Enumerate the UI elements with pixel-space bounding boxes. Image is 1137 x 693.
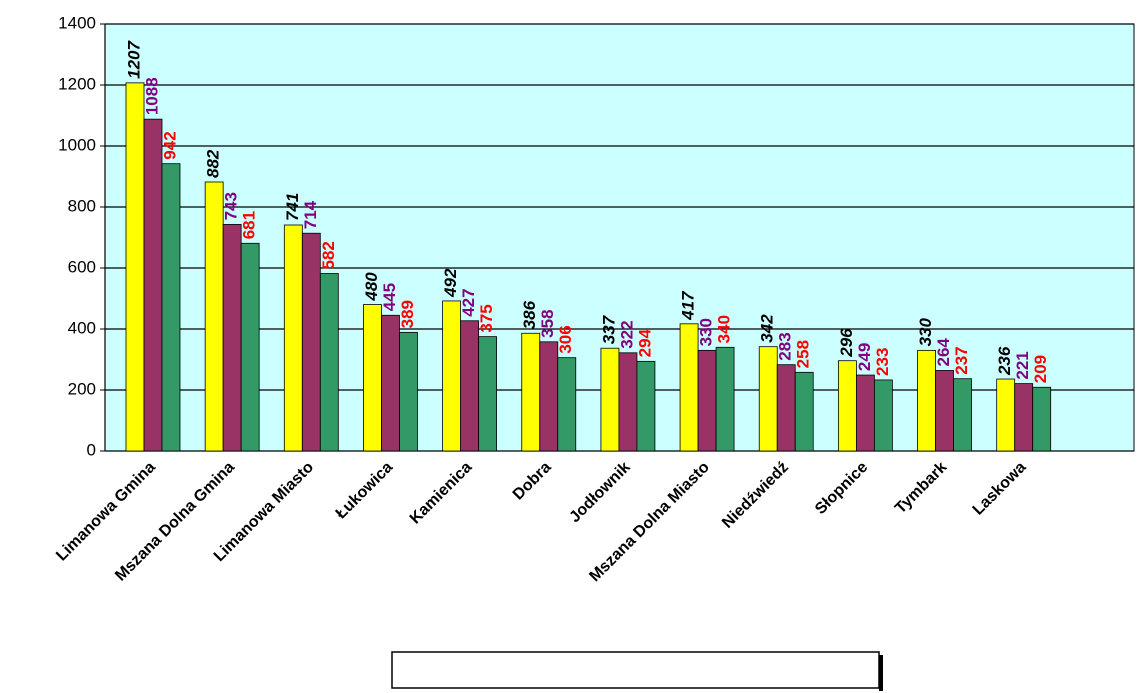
value-label: 741	[283, 193, 302, 221]
bar	[618, 352, 638, 452]
bar	[478, 336, 498, 452]
value-label: 1088	[142, 77, 161, 115]
value-label: 427	[459, 288, 478, 316]
y-tick-label: 0	[87, 440, 96, 459]
bar	[319, 273, 339, 452]
x-tick-label: Tymbark	[892, 459, 950, 517]
bar	[953, 378, 972, 452]
bar	[240, 242, 260, 452]
x-tick-label: Niedźwiedź	[719, 459, 792, 532]
value-label: 221	[1013, 351, 1032, 379]
value-label: 714	[301, 200, 320, 229]
bar	[161, 163, 181, 452]
bar	[557, 357, 577, 452]
bar	[636, 360, 656, 452]
y-tick-label: 1400	[58, 13, 96, 32]
bar	[935, 370, 954, 452]
x-tick-label: Słopnice	[812, 459, 871, 518]
value-label: 743	[222, 192, 241, 220]
value-label: 492	[441, 268, 460, 298]
bar	[855, 374, 875, 452]
value-label: 294	[635, 328, 654, 357]
bar	[539, 341, 559, 452]
bar	[873, 379, 893, 452]
value-label: 330	[916, 317, 935, 346]
bar	[399, 331, 418, 452]
value-label: 330	[697, 318, 716, 346]
bar	[301, 232, 321, 452]
bar	[381, 314, 400, 452]
value-label: 882	[204, 149, 223, 178]
bar	[679, 323, 699, 452]
value-label: 237	[952, 346, 971, 374]
bar	[837, 360, 857, 452]
bar	[715, 346, 735, 452]
bar	[697, 349, 717, 452]
bar	[283, 224, 303, 452]
value-label: 1207	[124, 40, 143, 79]
bar	[460, 320, 480, 452]
bar	[125, 82, 145, 452]
value-label: 322	[617, 320, 636, 348]
y-tick-label: 1200	[58, 74, 96, 93]
x-tick-label: Dobra	[510, 459, 555, 504]
value-label: 233	[873, 348, 892, 376]
y-tick-label: 600	[68, 257, 96, 276]
value-label: 209	[1031, 355, 1050, 383]
value-label: 375	[477, 304, 496, 332]
bar	[363, 304, 382, 452]
value-label: 480	[362, 272, 381, 302]
bar	[776, 364, 796, 452]
value-label: 358	[538, 309, 557, 337]
bar	[600, 347, 620, 452]
legend-shadow	[879, 655, 883, 691]
value-label: 417	[679, 290, 698, 321]
bar	[917, 349, 936, 452]
value-label: 264	[934, 338, 953, 367]
x-tick-label: Kamienica	[407, 459, 476, 528]
bar	[996, 378, 1016, 452]
value-label: 283	[776, 332, 795, 360]
value-label: 342	[758, 314, 777, 343]
bar	[758, 346, 778, 452]
y-tick-label: 400	[68, 318, 96, 337]
bar	[1032, 386, 1052, 452]
value-label: 681	[240, 211, 259, 239]
value-label: 249	[855, 343, 874, 371]
x-tick-label: Łukowica	[333, 459, 397, 523]
value-label: 306	[556, 325, 575, 353]
value-label: 337	[599, 314, 618, 344]
value-label: 340	[715, 315, 734, 343]
value-label: 258	[794, 340, 813, 368]
value-label: 942	[160, 131, 179, 159]
value-label: 582	[319, 241, 338, 269]
value-label: 389	[398, 300, 417, 328]
x-tick-label: Laskowa	[970, 459, 1030, 519]
bar	[204, 181, 224, 452]
bar	[521, 332, 541, 452]
x-tick-label: Jodłownik	[566, 459, 633, 526]
value-label: 445	[380, 283, 399, 311]
bar	[794, 371, 814, 452]
y-tick-label: 1000	[58, 135, 96, 154]
legend-box	[391, 651, 880, 689]
value-label: 236	[995, 346, 1014, 376]
bar	[143, 118, 163, 452]
value-label: 296	[837, 328, 856, 358]
bar	[222, 223, 242, 452]
bar	[442, 300, 462, 452]
value-label: 386	[520, 300, 539, 329]
bar	[1014, 383, 1034, 452]
y-tick-label: 800	[68, 196, 96, 215]
y-tick-label: 200	[68, 379, 96, 398]
